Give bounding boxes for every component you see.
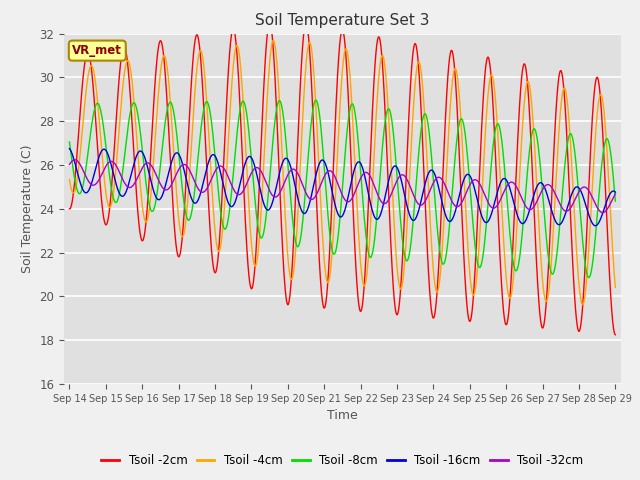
Legend: Tsoil -2cm, Tsoil -4cm, Tsoil -8cm, Tsoil -16cm, Tsoil -32cm: Tsoil -2cm, Tsoil -4cm, Tsoil -8cm, Tsoi…	[97, 449, 588, 472]
Title: Soil Temperature Set 3: Soil Temperature Set 3	[255, 13, 429, 28]
Y-axis label: Soil Temperature (C): Soil Temperature (C)	[20, 144, 34, 273]
Text: VR_met: VR_met	[72, 44, 122, 57]
X-axis label: Time: Time	[327, 409, 358, 422]
